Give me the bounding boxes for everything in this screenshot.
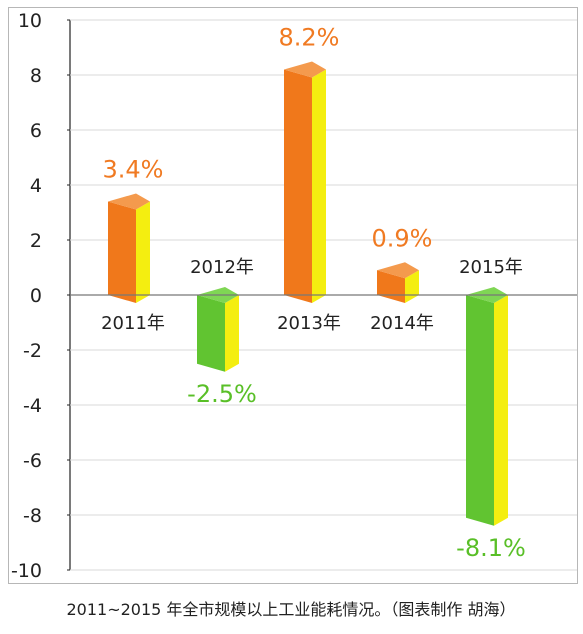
category-label-2: 2012年: [190, 257, 254, 278]
chart-frame: [8, 7, 578, 584]
bar-front-3: [284, 69, 312, 303]
y-tick-label: 2: [30, 230, 42, 252]
data-label-5: -8.1%: [456, 534, 526, 562]
category-label-1: 2011年: [101, 313, 165, 334]
data-label-1: 3.4%: [103, 156, 164, 184]
y-tick-label: 6: [30, 120, 42, 142]
y-tick-label: 10: [18, 10, 42, 32]
chart-caption: 2011~2015 年全市规模以上工业能耗情况。（图表制作 胡海）: [66, 600, 515, 619]
bar-front-1: [108, 201, 136, 303]
bar-front-5: [466, 295, 494, 526]
y-tick-label: -4: [23, 395, 42, 417]
y-tick-label: -2: [23, 340, 42, 362]
data-label-4: 0.9%: [372, 224, 433, 252]
category-label-5: 2015年: [459, 257, 523, 278]
category-label-3: 2013年: [277, 313, 341, 334]
y-tick-label: 4: [30, 175, 42, 197]
bar-top-1: [108, 193, 150, 210]
bar-side-2: [225, 295, 239, 372]
bar-side-3: [312, 69, 326, 303]
y-tick-label: 0: [30, 285, 42, 307]
data-label-3: 8.2%: [279, 24, 340, 52]
bar-front-2: [197, 295, 225, 372]
y-tick-label: 8: [30, 65, 42, 87]
y-tick-label: -10: [11, 560, 42, 582]
data-label-2: -2.5%: [187, 380, 257, 408]
y-tick-label: -6: [23, 450, 42, 472]
bar-top-4: [377, 262, 419, 279]
category-label-4: 2014年: [370, 313, 434, 334]
bar-top-3: [284, 61, 326, 78]
y-tick-label: -8: [23, 505, 42, 527]
bar-side-1: [136, 201, 150, 303]
bar-side-5: [494, 295, 508, 526]
